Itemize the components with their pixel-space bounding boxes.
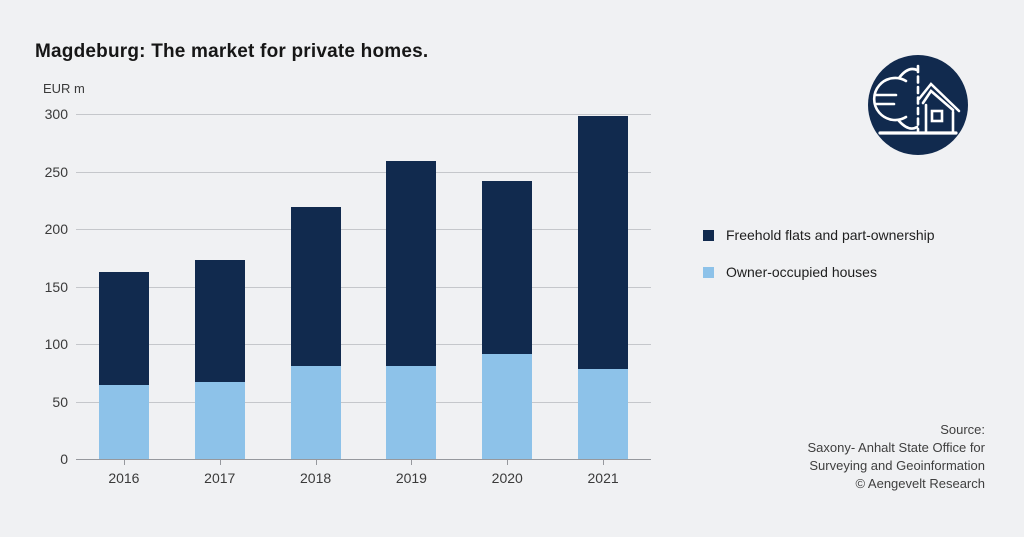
euro-house-logo — [868, 55, 968, 155]
x-tick-label-2019: 2019 — [395, 470, 427, 486]
euro-arc — [872, 76, 908, 122]
gridline-150 — [76, 286, 651, 288]
bar-2016-owner-occupied-houses — [98, 385, 149, 459]
x-tick-2017 — [219, 460, 221, 465]
bar-2019-freehold-flats-and-part-ownership — [386, 161, 437, 366]
source-line: © Aengevelt Research — [855, 476, 985, 491]
y-tick-label-300: 300 — [44, 106, 68, 122]
y-axis-unit-label: EUR m — [43, 81, 85, 96]
y-tick-label-250: 250 — [44, 163, 68, 180]
y-tick-label-50: 50 — [52, 393, 68, 410]
x-tick-label-2021: 2021 — [587, 470, 619, 486]
legend-label: Owner-occupied houses — [726, 264, 877, 280]
house-window — [930, 109, 944, 123]
x-tick-label-2018: 2018 — [300, 470, 332, 486]
bar-2019-owner-occupied-houses — [386, 365, 437, 459]
bar-2017-owner-occupied-houses — [194, 381, 245, 459]
gridline-50 — [76, 401, 651, 403]
legend: Freehold flats and part-ownership Owner-… — [703, 227, 935, 301]
source-attribution: Source: Saxony- Anhalt State Office for … — [807, 421, 985, 493]
arrow-up-curve — [897, 67, 919, 80]
source-line: Saxony- Anhalt State Office for — [807, 440, 985, 455]
gridline-100 — [76, 344, 651, 345]
bar-2021-owner-occupied-houses — [578, 369, 629, 459]
legend-item-freehold-flats: Freehold flats and part-ownership — [703, 227, 935, 243]
bar-2018-freehold-flats-and-part-ownership — [290, 207, 341, 366]
y-tick-label-200: 200 — [44, 221, 68, 237]
y-tick-label-100: 100 — [44, 336, 68, 352]
x-tick-2018 — [315, 460, 317, 465]
x-tick-2019 — [411, 460, 413, 465]
x-tick-label-2017: 2017 — [204, 470, 236, 486]
house-roof-outer — [917, 82, 961, 113]
bar-2018-owner-occupied-houses — [290, 365, 341, 459]
x-tick-2020 — [507, 460, 509, 465]
gridline-200 — [76, 229, 651, 230]
arrow-down-curve — [897, 119, 919, 130]
x-tick-2016 — [123, 460, 125, 465]
x-tick-label-2020: 2020 — [491, 470, 523, 486]
legend-swatch-lightblue — [703, 266, 714, 278]
y-tick-label-0: 0 — [60, 451, 68, 467]
x-tick-2021 — [603, 460, 605, 465]
bar-2020-freehold-flats-and-part-ownership — [482, 180, 533, 355]
gridline-250 — [76, 171, 651, 173]
legend-item-owner-occupied: Owner-occupied houses — [703, 264, 935, 280]
house-roof-inner — [921, 89, 955, 112]
bar-2020-owner-occupied-houses — [482, 354, 533, 459]
x-tick-label-2016: 2016 — [108, 470, 140, 486]
y-tick-label-150: 150 — [44, 278, 68, 295]
bar-2017-freehold-flats-and-part-ownership — [194, 260, 245, 382]
legend-swatch-navy — [703, 229, 714, 241]
x-axis-line — [76, 459, 651, 460]
source-line: Source: — [940, 422, 985, 437]
bar-2016-freehold-flats-and-part-ownership — [98, 271, 149, 386]
bar-2021-freehold-flats-and-part-ownership — [578, 116, 629, 370]
legend-label: Freehold flats and part-ownership — [726, 227, 935, 243]
page-title: Magdeburg: The market for private homes. — [35, 41, 429, 62]
source-line: Surveying and Geoinformation — [809, 458, 985, 473]
gridline-300 — [76, 114, 651, 115]
